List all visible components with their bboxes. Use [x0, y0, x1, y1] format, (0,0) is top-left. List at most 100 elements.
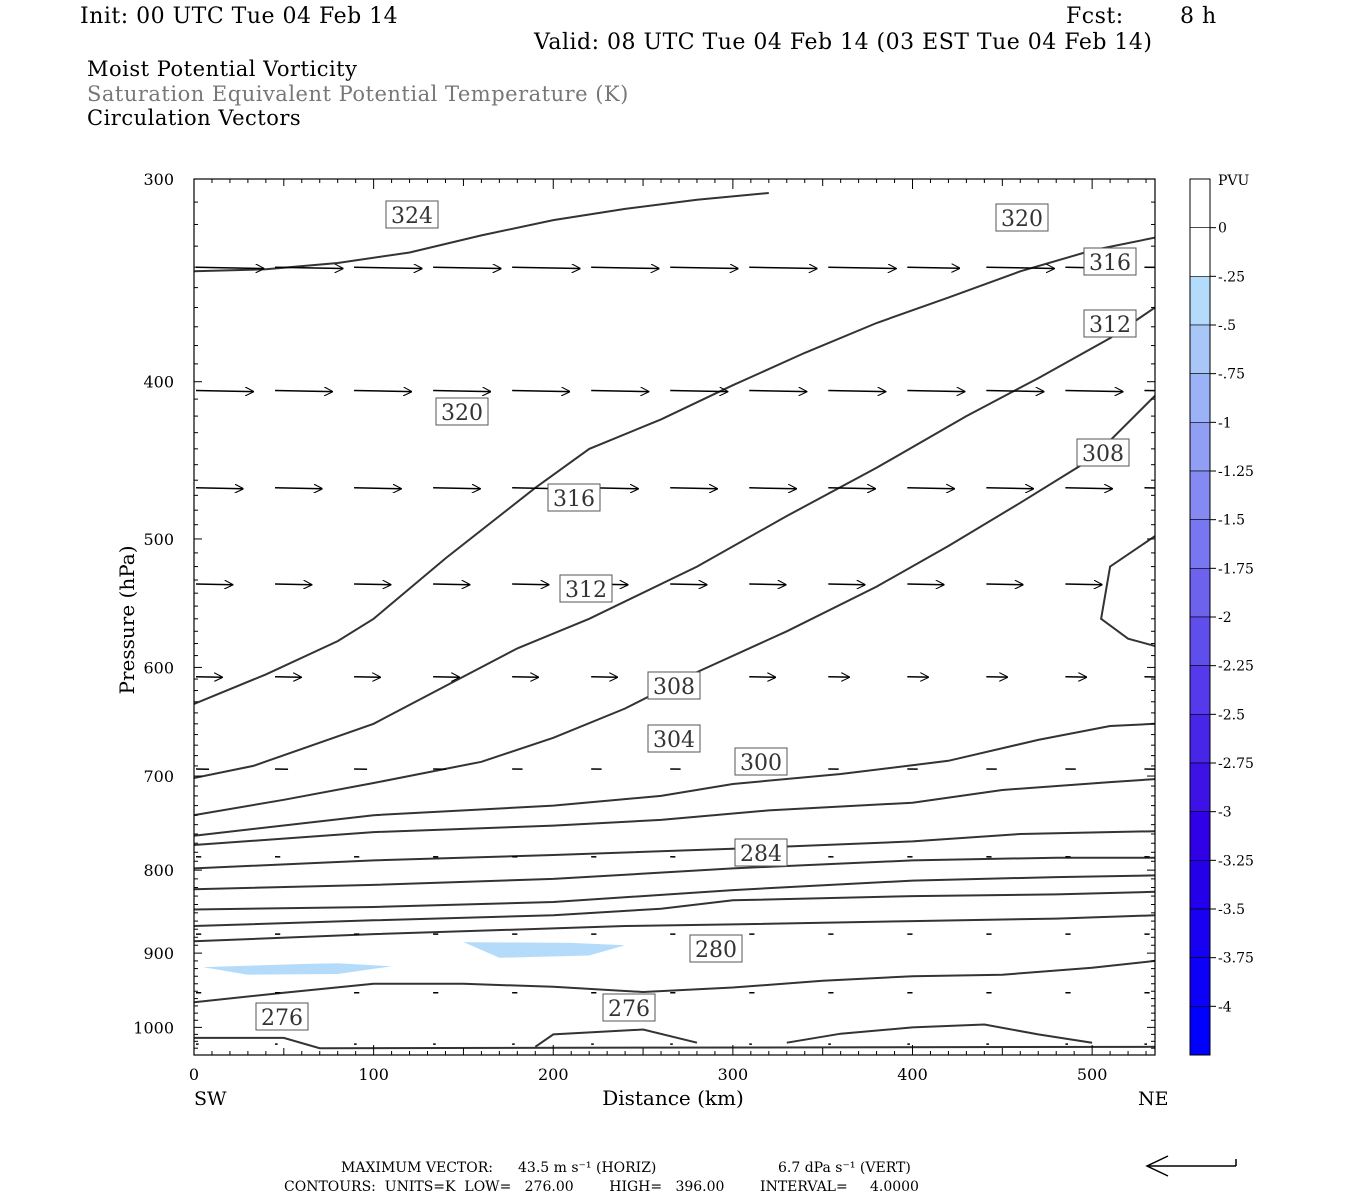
isentrope-324: [194, 192, 769, 273]
colorbar-label: -3.25: [1218, 853, 1254, 869]
circulation-vector: [354, 584, 390, 585]
circulation-vector: [986, 584, 1022, 585]
circulation-vector: [512, 390, 569, 391]
field-title-3: Circulation Vectors: [87, 106, 302, 130]
y-tick-label: 600: [143, 658, 174, 677]
isentrope-276: [194, 1036, 1155, 1050]
colorbar-title: PVU: [1218, 173, 1250, 189]
colorbar-swatch: [1189, 568, 1211, 618]
contour-label-box: [435, 397, 489, 426]
isentrope-288: [194, 890, 1155, 927]
isentrope-316: [194, 306, 1155, 779]
colorbar-swatch: [1189, 908, 1211, 958]
colorbar-swatch: [1189, 1006, 1211, 1056]
isentrope-300: [194, 830, 1155, 870]
pv-region: [463, 942, 626, 958]
circulation-vector: [1144, 487, 1155, 489]
field-title-2: Saturation Equivalent Potential Temperat…: [87, 82, 629, 106]
circulation-vector: [1065, 584, 1101, 585]
isentrope-276: [534, 1028, 698, 1048]
circulation-vector: [907, 390, 964, 391]
isentrope-320: [194, 236, 1155, 705]
contour-label-box: [647, 671, 701, 700]
contour-label: 316: [1089, 251, 1131, 276]
contour-label: 308: [653, 675, 695, 700]
contour-label: 300: [740, 751, 782, 776]
contour-label: 324: [391, 204, 433, 229]
y-tick-label: 700: [143, 767, 174, 786]
circulation-vector: [1065, 488, 1112, 489]
isentrope-308: [194, 722, 1155, 837]
circulation-vector: [828, 267, 896, 268]
contour-label-box: [1083, 247, 1137, 276]
contour-label: 280: [695, 938, 737, 963]
circulation-vector: [195, 488, 243, 489]
colorbar-swatch: [1189, 714, 1211, 764]
circulation-vector: [1065, 390, 1122, 391]
circulation-vector: [512, 267, 580, 268]
field-title-1: Moist Potential Vorticity: [87, 57, 358, 81]
colorbar-swatch: [1189, 276, 1211, 326]
colorbar-label: -1.75: [1218, 561, 1254, 577]
colorbar-label: -3.75: [1218, 951, 1254, 967]
y-tick-label: 800: [143, 861, 174, 880]
contour-label-box: [602, 993, 656, 1022]
colorbar-label: -2.75: [1218, 756, 1254, 772]
colorbar-label: -2: [1218, 610, 1232, 626]
colorbar-swatch: [1189, 470, 1211, 520]
circulation-vector: [907, 584, 943, 585]
colorbar-swatch: [1189, 957, 1211, 1007]
circulation-vector: [749, 584, 785, 585]
circulation-vector: [354, 390, 411, 391]
circulation-vector: [195, 390, 253, 391]
colorbar-swatch: [1189, 373, 1211, 423]
circulation-vector: [354, 267, 422, 268]
contour-label-box: [385, 200, 439, 229]
circulation-vector: [670, 390, 727, 391]
circulation-vector: [195, 584, 232, 585]
contour-label-box: [995, 203, 1049, 232]
isentrope-280: [194, 959, 1155, 1004]
colorbar-swatch: [1189, 178, 1211, 228]
x-tick-label: 400: [897, 1065, 928, 1084]
circulation-vector: [986, 390, 1043, 391]
contour-label-box: [559, 574, 613, 603]
isentrope-296: [194, 856, 1155, 891]
colorbar-label: -2.5: [1218, 707, 1245, 723]
colorbar-label: -.75: [1218, 367, 1245, 383]
circulation-vector: [433, 584, 469, 585]
reference-vector-icon: [1145, 1155, 1237, 1177]
circulation-vector: [195, 267, 264, 268]
y-tick-label: 300: [143, 170, 174, 189]
y-tick-label: 500: [143, 530, 174, 549]
contour-label-box: [734, 838, 788, 867]
forecast-hour: 8 h: [1180, 4, 1217, 29]
circulation-vector: [749, 390, 806, 391]
contour-label: 312: [565, 578, 607, 603]
isentrope-284: [194, 914, 1155, 943]
x-axis-title: Distance (km): [602, 1086, 744, 1110]
circulation-vector: [749, 488, 796, 489]
circulation-vector: [433, 488, 480, 489]
colorbar-swatch: [1189, 762, 1211, 812]
y-axis-title: Pressure (hPa): [115, 546, 139, 695]
x-tick-label: 200: [538, 1065, 569, 1084]
circulation-vector: [986, 488, 1033, 489]
colorbar-swatch: [1189, 422, 1211, 472]
max-vector-label: MAXIMUM VECTOR:: [341, 1160, 493, 1176]
isentrope-308: [1100, 535, 1155, 647]
contour-label: 320: [441, 401, 483, 426]
colorbar-swatch: [1189, 227, 1211, 277]
contour-label: 304: [653, 728, 695, 753]
y-tick-label: 900: [143, 944, 174, 963]
x-tick-label: 300: [718, 1065, 749, 1084]
y-tick-label: 400: [143, 373, 174, 392]
colorbar-label: -4: [1218, 999, 1232, 1015]
colorbar-label: -1.25: [1218, 464, 1254, 480]
colorbar-swatch: [1189, 665, 1211, 715]
circulation-vector: [275, 677, 301, 678]
circulation-vector: [591, 677, 617, 678]
pv-region: [203, 963, 392, 975]
circulation-vector: [512, 677, 538, 678]
